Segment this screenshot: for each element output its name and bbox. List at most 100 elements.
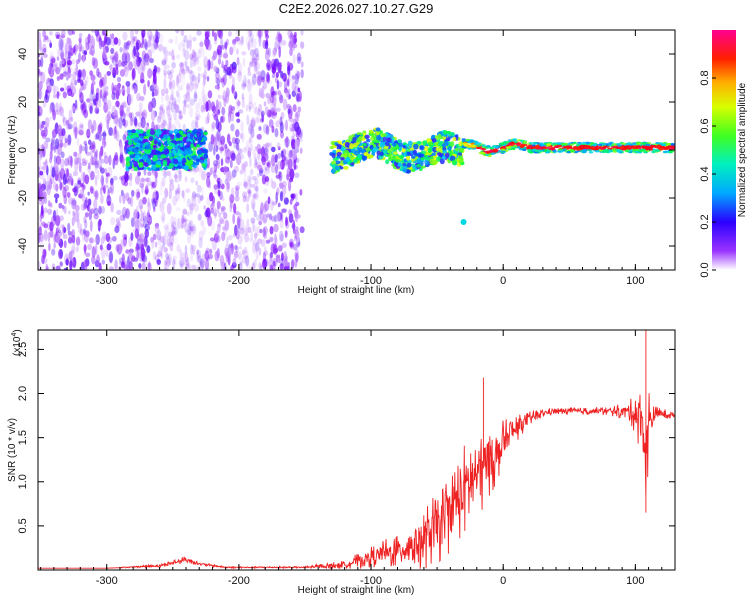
- spectrogram-cell: [294, 249, 300, 261]
- spectrogram-cell: [141, 112, 146, 118]
- spectrogram-cell: [182, 208, 188, 215]
- spectrogram-cell: [422, 140, 428, 146]
- spectrogram-cell: [213, 146, 216, 156]
- spectrogram-cell: [213, 113, 218, 121]
- spectrogram-cell: [277, 146, 281, 151]
- spectrogram-cell: [185, 211, 190, 216]
- spectrogram-cell: [253, 210, 257, 218]
- spectrogram-cell: [186, 256, 190, 269]
- spectrogram-cell: [249, 61, 253, 68]
- spectrogram-cell: [127, 197, 132, 205]
- spectrogram-cell: [217, 222, 222, 228]
- spectrogram-cell: [152, 191, 157, 201]
- spectrogram-cell: [424, 159, 429, 166]
- spectrogram-cell: [43, 223, 49, 229]
- spectrogram-cell: [83, 243, 87, 255]
- spectrogram-cell: [275, 120, 280, 128]
- spectrogram-cell: [62, 91, 67, 99]
- spectrogram-cell: [191, 49, 196, 59]
- spectrogram-cell: [233, 251, 239, 259]
- spectrogram-cell: [292, 153, 298, 163]
- x-tick-label: -300: [96, 275, 118, 287]
- spectrogram-cell: [169, 94, 174, 101]
- snr-y-axis: 0.51.01.52.02.5: [17, 342, 675, 534]
- spectrogram-cell: [300, 30, 304, 36]
- spectrogram-cell: [166, 238, 171, 247]
- spectrogram-cell: [91, 246, 96, 258]
- spectrogram-cell: [107, 189, 110, 200]
- x-tick-label: -100: [360, 275, 382, 287]
- spectrogram-cell: [402, 162, 407, 167]
- spectrogram-cell: [133, 160, 138, 167]
- spectrogram-cell: [224, 247, 230, 257]
- spectrogram-cell: [188, 160, 194, 166]
- spectrogram-cell: [158, 201, 164, 209]
- spectrogram-cell: [244, 77, 248, 87]
- spectrogram-cell: [87, 139, 92, 145]
- x-tick-label: 0: [500, 575, 506, 587]
- spectrogram-cell: [255, 184, 259, 195]
- spectrogram-cell: [174, 216, 177, 225]
- spectrogram-cell: [458, 155, 463, 159]
- spectrogram-cell: [270, 154, 276, 167]
- spectrogram-cell: [60, 151, 65, 159]
- spectrogram-cell: [262, 227, 266, 238]
- spectrogram-cell: [546, 143, 552, 146]
- spectrogram-cell: [198, 237, 203, 249]
- spectrogram-cell: [299, 188, 303, 196]
- spectrogram-cell: [277, 152, 282, 159]
- spectrogram-cell: [137, 64, 142, 75]
- spectrogram-cell: [166, 202, 172, 215]
- spectrogram-cell: [154, 225, 160, 234]
- spectrogram-cell: [98, 262, 102, 270]
- spectrogram-cell: [69, 259, 73, 270]
- spectrogram-cell: [89, 220, 93, 232]
- spectrogram-cell: [195, 116, 199, 125]
- spectrogram-cell: [47, 180, 52, 190]
- spectrogram-cell: [266, 162, 270, 167]
- spectrogram-cell: [204, 267, 210, 270]
- spectrogram-cell: [247, 30, 252, 38]
- spectrogram-cell: [245, 196, 250, 203]
- spectrogram-cell: [294, 252, 298, 259]
- spectrogram-cell: [186, 39, 190, 50]
- spectrogram-cell: [213, 174, 218, 179]
- spectrogram-cell: [220, 210, 226, 215]
- spectrogram-cell: [193, 266, 197, 270]
- spectrogram-cell: [438, 147, 443, 152]
- spectrogram-cell: [45, 263, 49, 270]
- spectrogram-cell: [137, 56, 143, 63]
- spectrogram-cell: [126, 84, 131, 97]
- spectrogram-cell: [379, 151, 384, 157]
- x-tick-label: -200: [228, 275, 250, 287]
- spectrogram-cell: [161, 217, 165, 222]
- spectrogram-cell: [186, 82, 190, 91]
- y-tick-label: -20: [17, 190, 29, 206]
- spectrogram-cell: [437, 141, 443, 147]
- spectrogram-cell: [670, 146, 675, 149]
- spectrogram-cell: [101, 132, 107, 137]
- spectrogram-cell: [108, 154, 112, 166]
- spectrogram-cell: [235, 187, 239, 198]
- spectrogram-cell: [191, 224, 197, 235]
- spectrogram-cell: [124, 170, 129, 183]
- colorbar-tick-label: 0.8: [699, 70, 711, 85]
- spectrogram-cell: [237, 62, 243, 74]
- spectrogram-cell: [156, 229, 162, 241]
- spectrogram-cell: [173, 158, 179, 165]
- spectrogram-cell: [279, 121, 284, 134]
- spectrogram-cell: [279, 182, 284, 190]
- spectrogram-cell: [138, 198, 144, 210]
- spectrogram-cell: [168, 81, 173, 91]
- spectrogram-cell: [58, 248, 64, 260]
- spectrogram-cell: [164, 259, 168, 265]
- spectrogram-cell: [241, 96, 245, 103]
- spectrogram-cell: [558, 150, 564, 153]
- spectrogram-cell: [88, 50, 94, 55]
- spectrogram-cell: [250, 58, 254, 65]
- spectrogram-cell: [149, 130, 156, 135]
- spectrogram-cell: [80, 69, 87, 78]
- spectrogram-cell: [83, 109, 89, 119]
- snr-panel: -300 -200 -100 0 100 0.51.01.52.02.5 Height …: [7, 329, 676, 596]
- spectrogram-cell: [188, 165, 193, 170]
